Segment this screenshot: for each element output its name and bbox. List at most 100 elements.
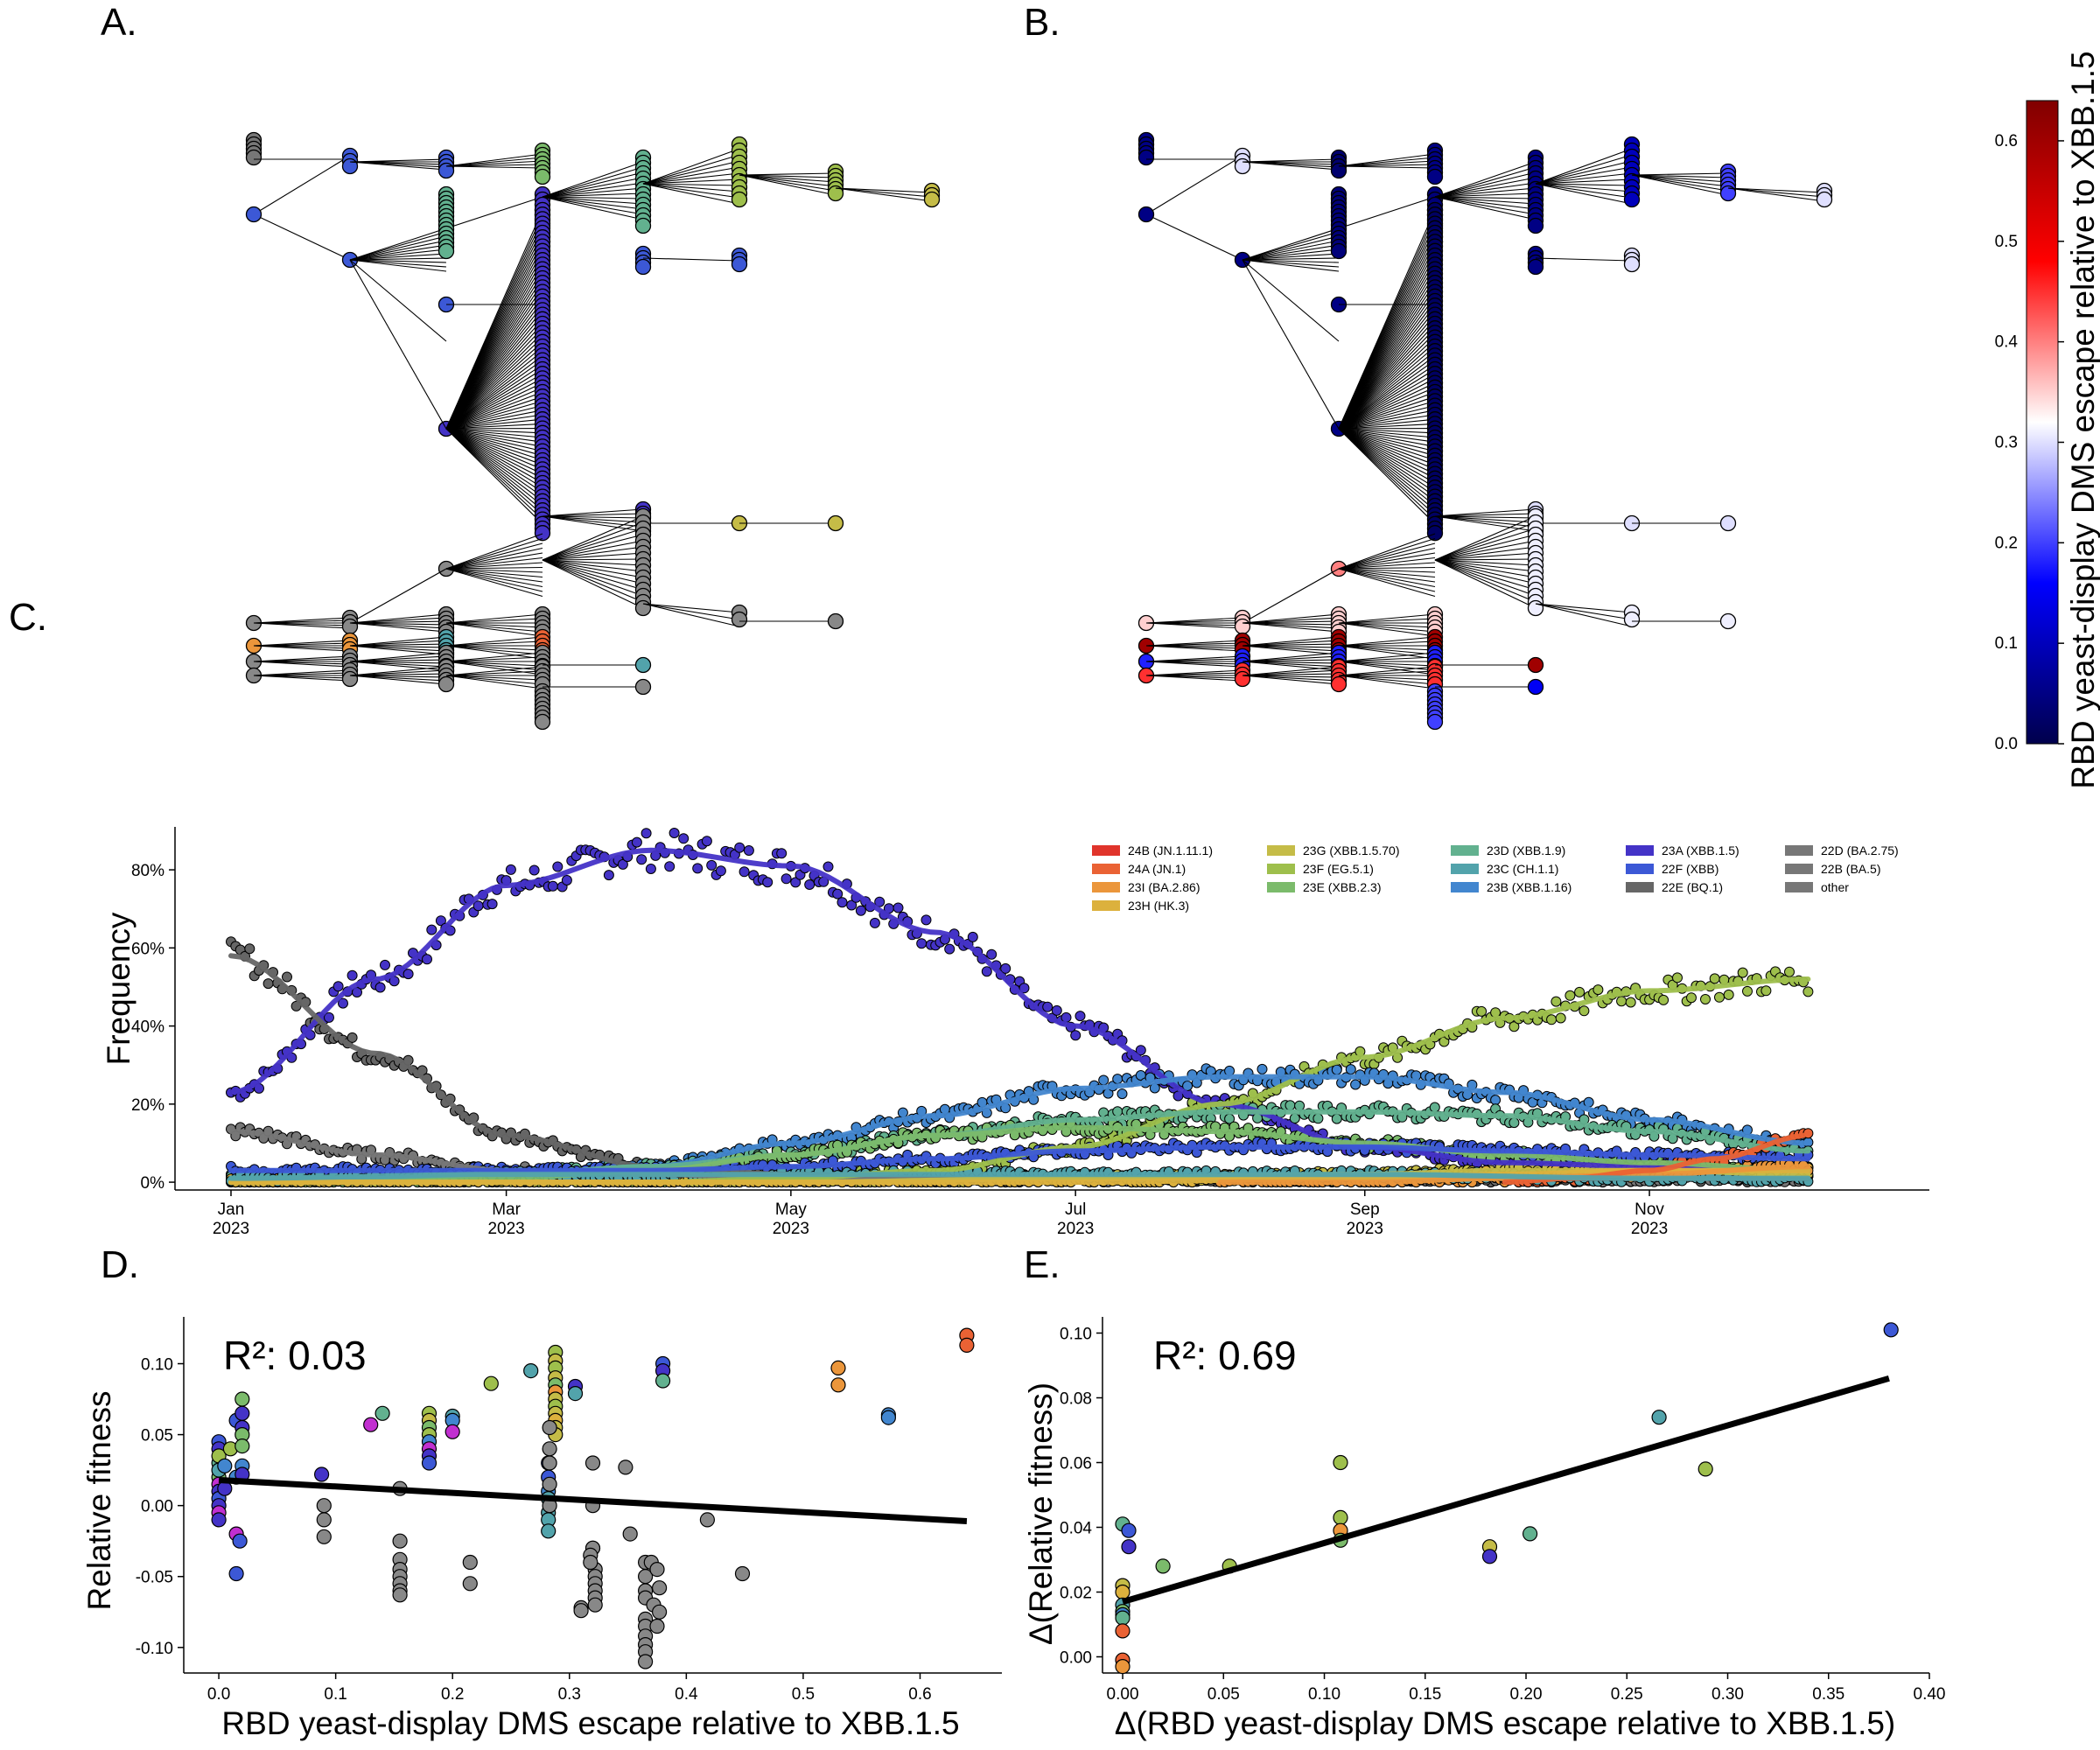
edge xyxy=(1338,428,1436,525)
edge xyxy=(1338,164,1436,167)
edge xyxy=(1338,410,1436,430)
node xyxy=(438,162,455,179)
edge xyxy=(1338,566,1436,570)
data-point xyxy=(282,971,292,983)
data-point xyxy=(324,1012,334,1023)
edge xyxy=(1338,428,1436,521)
data-point xyxy=(804,879,816,890)
edge xyxy=(445,314,543,430)
edge xyxy=(1242,568,1340,624)
edge xyxy=(542,513,644,517)
data-point xyxy=(1331,1113,1342,1124)
edge xyxy=(1338,428,1436,475)
data-point xyxy=(1429,1102,1440,1113)
colorbar-tick-label: 0.4 xyxy=(1995,333,2019,352)
colorbar-gradient xyxy=(2026,100,2059,745)
panel-letter-e: E. xyxy=(1024,1243,1060,1286)
node xyxy=(1527,258,1544,276)
edge xyxy=(1242,666,1340,676)
edge xyxy=(445,350,543,430)
edge xyxy=(349,652,447,662)
edge xyxy=(835,187,933,193)
data-point xyxy=(916,938,928,949)
node xyxy=(245,206,262,223)
edge xyxy=(445,327,543,430)
edge xyxy=(1338,157,1436,167)
data-point xyxy=(1784,966,1795,977)
node xyxy=(1623,611,1641,628)
edge xyxy=(1338,652,1436,662)
edge xyxy=(445,423,543,430)
node xyxy=(1719,514,1737,532)
data-point xyxy=(636,854,648,865)
data-point xyxy=(1686,992,1697,1004)
edge xyxy=(738,174,836,192)
edge xyxy=(1535,603,1633,613)
data-point xyxy=(1289,1113,1300,1124)
colorbar-tick-label: 0.1 xyxy=(1995,634,2018,653)
node xyxy=(731,191,748,208)
edge xyxy=(445,428,543,461)
edge xyxy=(253,622,351,629)
y-tick-label: 60% xyxy=(131,940,164,958)
edge xyxy=(1242,253,1340,261)
data-point xyxy=(435,915,446,927)
edge xyxy=(542,196,644,215)
edge xyxy=(349,613,447,624)
edge xyxy=(1338,165,1436,169)
edge xyxy=(445,428,543,447)
edge xyxy=(1434,196,1536,210)
edge xyxy=(349,617,447,624)
edge xyxy=(445,666,543,676)
edge xyxy=(1242,622,1340,633)
edge xyxy=(349,645,447,655)
edge xyxy=(1145,214,1243,261)
edge xyxy=(445,636,543,647)
edge xyxy=(445,656,543,662)
edge xyxy=(445,428,543,507)
edge xyxy=(253,155,351,215)
edge xyxy=(1338,622,1436,633)
edge xyxy=(1338,354,1436,430)
edge xyxy=(445,428,543,466)
data-point xyxy=(1709,973,1720,984)
edge xyxy=(349,675,447,682)
edge xyxy=(642,160,740,185)
edge xyxy=(1338,346,1436,430)
data-point xyxy=(346,1032,358,1043)
edge xyxy=(1535,172,1633,185)
edge xyxy=(1434,540,1536,561)
edge xyxy=(1434,558,1536,561)
node xyxy=(634,258,652,276)
edge xyxy=(1338,675,1436,681)
edge xyxy=(1338,428,1436,502)
data-point xyxy=(874,896,886,907)
edge xyxy=(445,364,543,430)
node xyxy=(1623,191,1641,208)
data-point xyxy=(743,845,754,856)
edge xyxy=(349,259,447,342)
data-point xyxy=(1116,1088,1128,1100)
node xyxy=(341,618,359,635)
edge xyxy=(445,153,543,167)
x-tick-label: 2023 xyxy=(1631,1220,1668,1238)
edge xyxy=(445,414,543,430)
data-point xyxy=(701,836,712,847)
data-point xyxy=(715,865,726,877)
colorbar-ticks: 0.00.10.20.30.40.50.6 xyxy=(1995,132,2064,753)
edge xyxy=(1338,382,1436,430)
edge xyxy=(1242,652,1340,662)
edge xyxy=(1242,659,1340,662)
edge xyxy=(349,248,447,261)
edge xyxy=(349,620,447,624)
edge xyxy=(445,428,543,457)
edge xyxy=(1242,643,1340,647)
edge xyxy=(1434,522,1536,561)
edge xyxy=(1535,183,1633,192)
edge xyxy=(1338,645,1436,660)
edge xyxy=(445,377,543,430)
edge xyxy=(542,559,644,591)
data-point xyxy=(762,877,774,888)
edge xyxy=(445,537,543,570)
network-panel-a xyxy=(245,131,941,731)
